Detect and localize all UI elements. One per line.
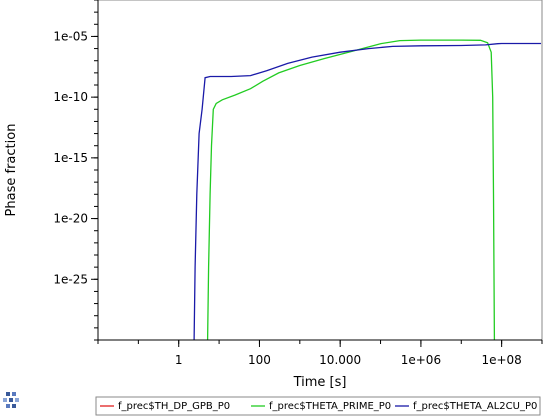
legend-label: f_prec$THETA_AL2CU_P0 bbox=[413, 401, 537, 412]
x-tick-label: 1e+06 bbox=[401, 353, 441, 367]
y-tick-label: 1e-25 bbox=[53, 272, 88, 286]
y-tick-label: 1e-20 bbox=[53, 212, 88, 226]
y-axis-title: Phase fraction bbox=[4, 124, 19, 217]
y-tick-label: 1e-15 bbox=[53, 151, 88, 165]
y-tick-label: 1e-10 bbox=[53, 90, 88, 104]
chart-settings-icon[interactable] bbox=[3, 392, 19, 408]
x-axis-title: Time [s] bbox=[293, 375, 347, 390]
y-tick-label: 1e-05 bbox=[53, 29, 88, 43]
legend-label: f_prec$THETA_PRIME_P0 bbox=[269, 401, 391, 412]
series-lines bbox=[193, 39, 541, 341]
x-tick-label: 100 bbox=[248, 353, 271, 367]
x-axis-ticks: 1 100 10.000 1e+06 1e+08 bbox=[97, 340, 543, 367]
x-tick-label: 1e+08 bbox=[481, 353, 521, 367]
legend-label: f_prec$TH_DP_GPB_P0 bbox=[118, 401, 230, 412]
legend: f_prec$TH_DP_GPB_P0 f_prec$THETA_PRIME_P0… bbox=[100, 401, 537, 412]
x-tick-label: 1 bbox=[175, 353, 183, 367]
y-axis-ticks: 1e-05 1e-10 1e-15 1e-20 1e-25 bbox=[53, 0, 98, 341]
plot-frame bbox=[97, 0, 543, 341]
x-tick-label: 10.000 bbox=[319, 353, 361, 367]
series-line-2 bbox=[193, 42, 541, 341]
legend-box bbox=[95, 396, 541, 416]
